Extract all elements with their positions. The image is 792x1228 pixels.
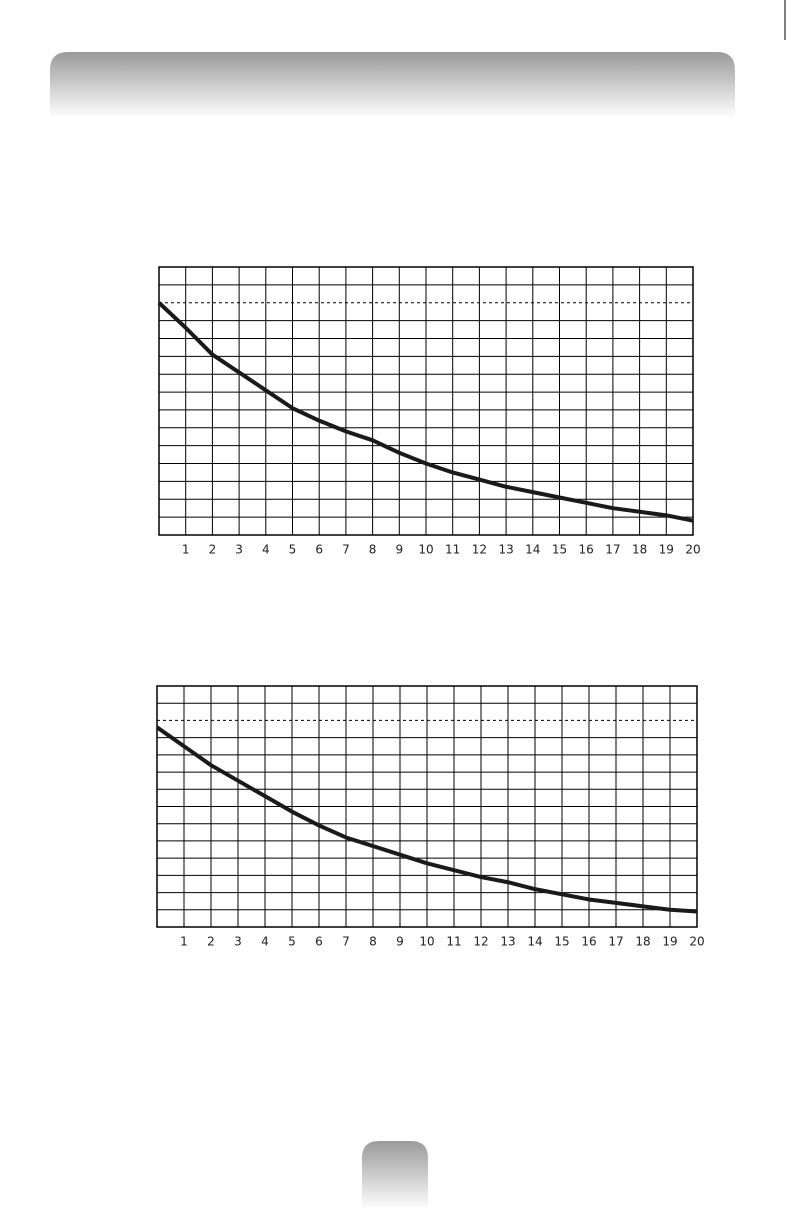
x-tick-label: 14 [525,543,540,557]
x-tick-label: 16 [579,543,594,557]
x-tick-label: 10 [419,935,434,949]
x-tick-label: 9 [395,543,403,557]
x-tick-label: 3 [235,543,243,557]
x-tick-label: 5 [289,543,297,557]
plot-frame [156,685,698,928]
x-tick-label: 15 [552,543,567,557]
x-tick-label: 9 [396,935,404,949]
x-tick-label: 7 [342,543,350,557]
x-tick-label: 18 [635,935,650,949]
x-tick-label: 5 [288,935,296,949]
page-tab [362,1141,428,1210]
x-tick-label: 12 [472,543,487,557]
x-tick-label: 3 [234,935,242,949]
x-tick-label: 20 [685,543,700,557]
x-tick-label: 1 [182,543,190,557]
x-tick-label: 2 [207,935,215,949]
x-tick-label: 6 [315,543,323,557]
header-bar [50,52,735,118]
x-tick-label: 2 [209,543,217,557]
x-tick-label: 19 [659,543,674,557]
x-tick-label: 17 [605,543,620,557]
x-tick-label: 1 [180,935,188,949]
data-line [157,301,694,523]
x-tick-label: 15 [554,935,569,949]
x-tick-label: 11 [446,935,461,949]
x-tick-label: 13 [500,935,515,949]
x-tick-label: 8 [369,543,377,557]
x-tick-label: 10 [418,543,433,557]
x-tick-label: 16 [581,935,596,949]
plot-frame [158,266,694,536]
x-tick-label: 8 [369,935,377,949]
x-tick-label: 18 [632,543,647,557]
x-tick-label: 4 [261,935,269,949]
x-tick-label: 20 [689,935,704,949]
x-tick-label: 4 [262,543,270,557]
data-line [155,725,698,914]
x-tick-label: 6 [315,935,323,949]
x-tick-label: 12 [473,935,488,949]
x-tick-label: 19 [662,935,677,949]
x-tick-label: 7 [342,935,350,949]
x-tick-label: 13 [498,543,513,557]
x-tick-label: 11 [445,543,460,557]
x-tick-label: 17 [608,935,623,949]
x-tick-label: 14 [527,935,542,949]
